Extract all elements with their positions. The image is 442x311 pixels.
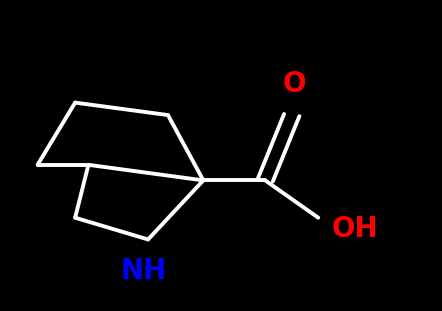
Text: O: O <box>282 70 306 98</box>
Text: NH: NH <box>121 257 167 285</box>
Text: OH: OH <box>332 215 378 243</box>
